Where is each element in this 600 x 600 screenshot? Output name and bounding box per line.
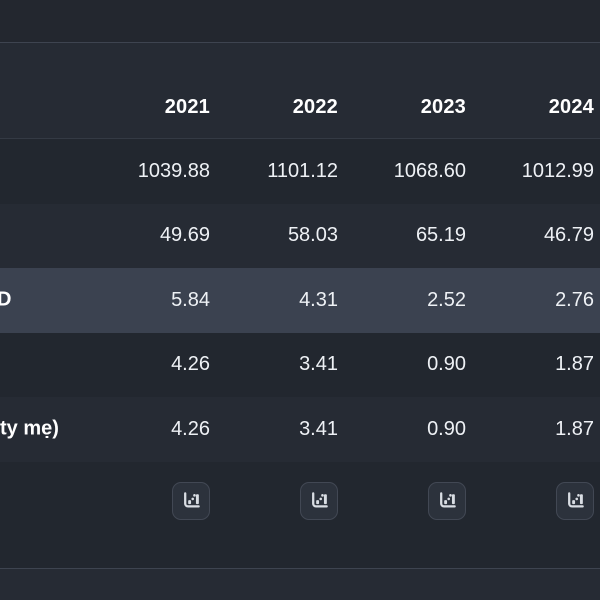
- chart-button-cell: [82, 481, 210, 520]
- bar-chart-icon: [311, 492, 328, 508]
- cell-value: 1012.99: [521, 159, 594, 182]
- table-row[interactable]: 49.69 58.03 65.19 46.79: [0, 203, 600, 268]
- column-header-2021: 2021: [164, 96, 210, 118]
- table-row[interactable]: 1039.88 1101.12 1068.60 1012.99: [0, 139, 600, 204]
- table-header-row: 2021 2022 2023 2024: [0, 43, 600, 139]
- bar-chart-icon: [183, 492, 200, 508]
- chart-button-cell: [466, 481, 594, 520]
- cell-value: 46.79: [543, 224, 594, 247]
- column-header-2022: 2022: [292, 96, 338, 118]
- open-chart-button[interactable]: [428, 481, 466, 520]
- cell-value: 3.41: [299, 417, 338, 440]
- open-chart-button[interactable]: [556, 481, 594, 520]
- cell-value: 0.90: [427, 353, 466, 376]
- cell-value: 49.69: [159, 224, 210, 247]
- cell-value: 0.90: [427, 417, 466, 440]
- open-chart-button[interactable]: [300, 481, 338, 520]
- cell-value: 1.87: [555, 417, 594, 440]
- cell-value: 58.03: [287, 224, 338, 247]
- bar-chart-icon: [567, 492, 584, 508]
- cell-value: 1.87: [555, 353, 594, 376]
- cell-value: 2.76: [555, 288, 594, 311]
- chart-button-cell: [210, 481, 338, 520]
- open-chart-button[interactable]: [172, 481, 210, 520]
- table-row-highlighted[interactable]: D 5.84 4.31 2.52 2.76: [0, 268, 600, 333]
- cell-value: 5.84: [171, 288, 210, 311]
- row-label-fragment: ty mẹ): [0, 417, 59, 440]
- cell-value: 1039.88: [137, 159, 210, 182]
- column-header-2023: 2023: [420, 96, 466, 118]
- cell-value: 1068.60: [393, 159, 466, 182]
- table-row[interactable]: ty mẹ) 4.26 3.41 0.90 1.87: [0, 397, 600, 462]
- table-row[interactable]: 4.26 3.41 0.90 1.87: [0, 332, 600, 397]
- chart-icons-row: [0, 461, 600, 568]
- cell-value: 4.26: [171, 417, 210, 440]
- row-label-fragment: D: [0, 288, 12, 311]
- bar-chart-icon: [439, 492, 456, 508]
- section-divider: [0, 567, 600, 569]
- top-band: [0, 0, 600, 43]
- cell-value: 4.31: [299, 288, 338, 311]
- cell-value: 4.26: [171, 353, 210, 376]
- cell-value: 3.41: [299, 353, 338, 376]
- chart-button-cell: [338, 481, 466, 520]
- column-header-2024: 2024: [548, 96, 594, 118]
- cell-value: 65.19: [415, 224, 466, 247]
- cell-value: 1101.12: [267, 159, 338, 182]
- bottom-spacer: [0, 569, 600, 600]
- cell-value: 2.52: [427, 288, 466, 311]
